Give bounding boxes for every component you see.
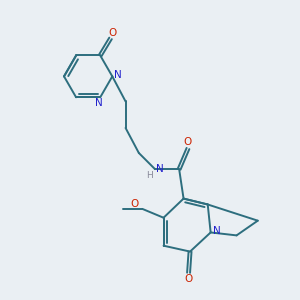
Text: N: N	[95, 98, 103, 108]
Text: O: O	[130, 199, 138, 208]
Text: N: N	[156, 164, 164, 174]
Text: N: N	[213, 226, 221, 236]
Text: O: O	[108, 28, 116, 38]
Text: O: O	[184, 274, 193, 284]
Text: N: N	[114, 70, 122, 80]
Text: O: O	[184, 137, 192, 147]
Text: H: H	[146, 171, 153, 180]
